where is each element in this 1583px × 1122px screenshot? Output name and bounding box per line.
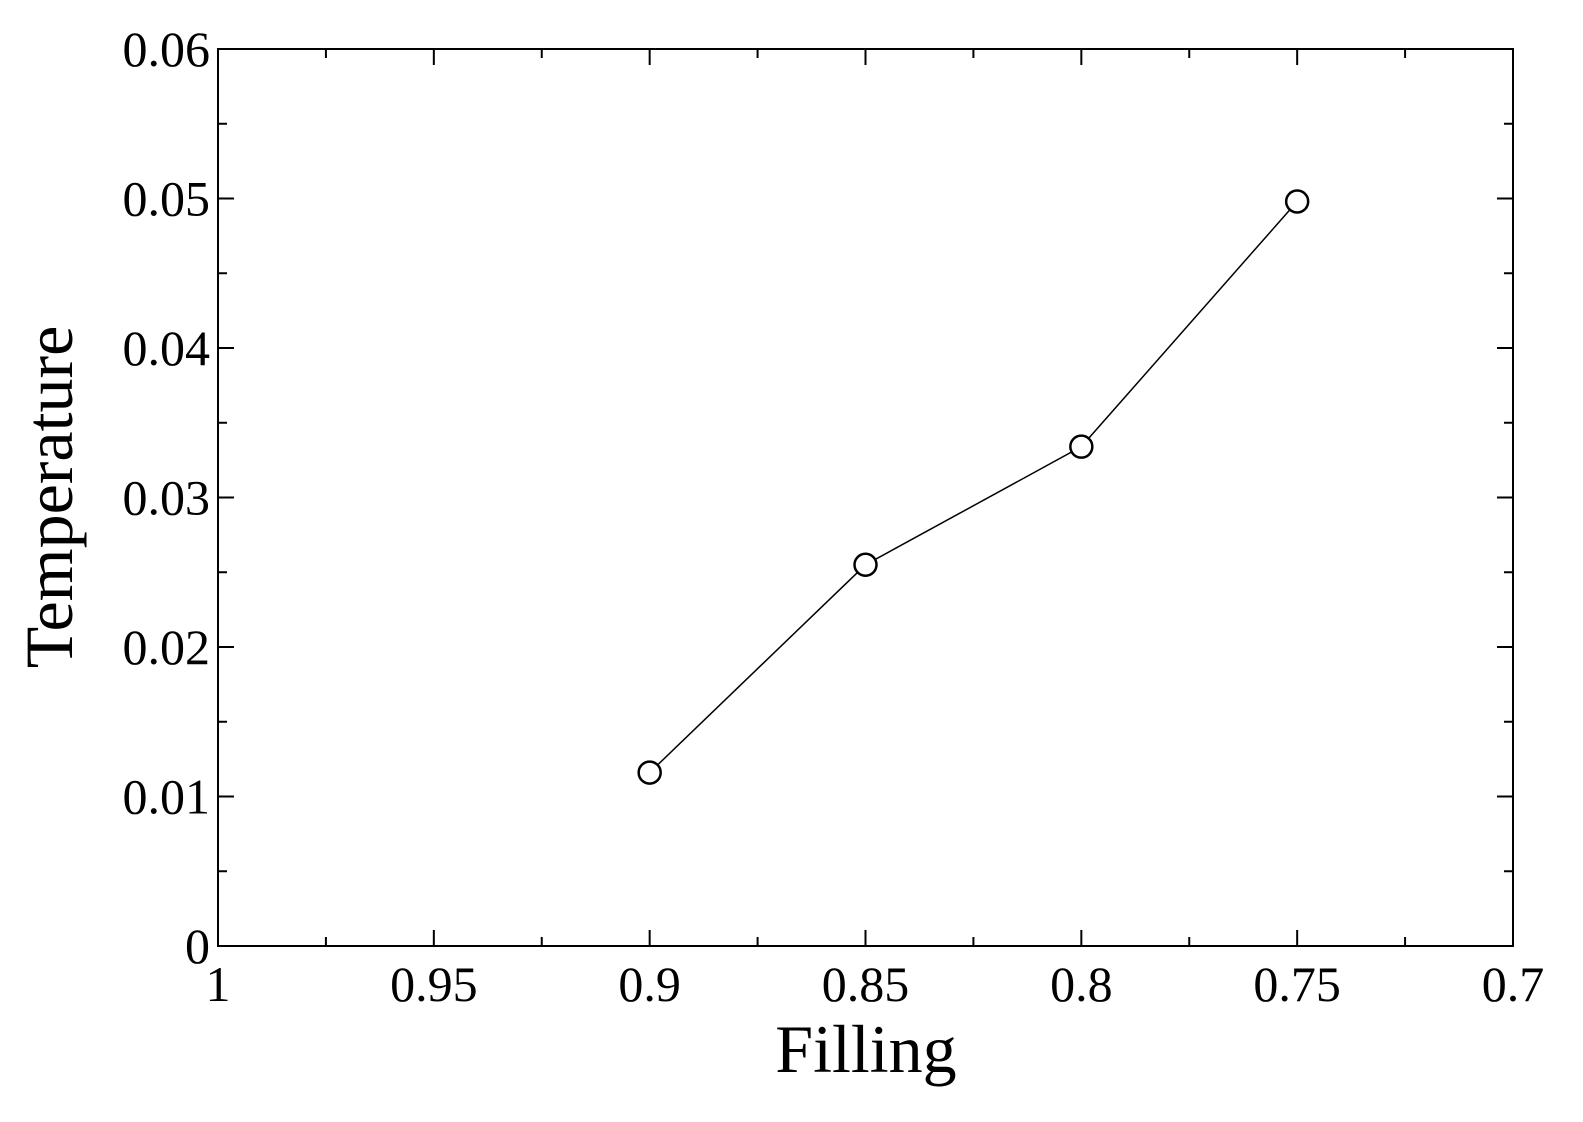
plot-frame: [217, 48, 1514, 947]
y-axis-title: Temperature: [11, 326, 87, 669]
y-tick-label: 0.03: [123, 470, 211, 526]
x-tick-label: 0.9: [618, 956, 681, 1012]
x-tick-label: 0.75: [1253, 956, 1341, 1012]
data-point: [1284, 189, 1310, 214]
y-tick-label: 0.04: [123, 320, 211, 376]
y-tick-label: 0.05: [123, 171, 211, 227]
y-tick-label: 0.01: [123, 769, 211, 825]
x-tick-label: 0.8: [1050, 956, 1113, 1012]
data-point: [853, 552, 878, 578]
data-point: [1069, 434, 1094, 459]
x-tick-label: 0.95: [390, 956, 478, 1012]
data-point: [637, 760, 662, 785]
series-line: [649, 200, 1298, 774]
x-axis-title: Filling: [775, 1011, 956, 1087]
x-tick-label: 0.85: [822, 956, 910, 1012]
y-tick-label: 0: [185, 918, 210, 974]
x-tick-label: 0.7: [1482, 956, 1545, 1012]
y-tick-label: 0.06: [123, 21, 211, 77]
y-tick-label: 0.02: [123, 619, 211, 675]
x-tick-label: 1: [206, 956, 231, 1012]
